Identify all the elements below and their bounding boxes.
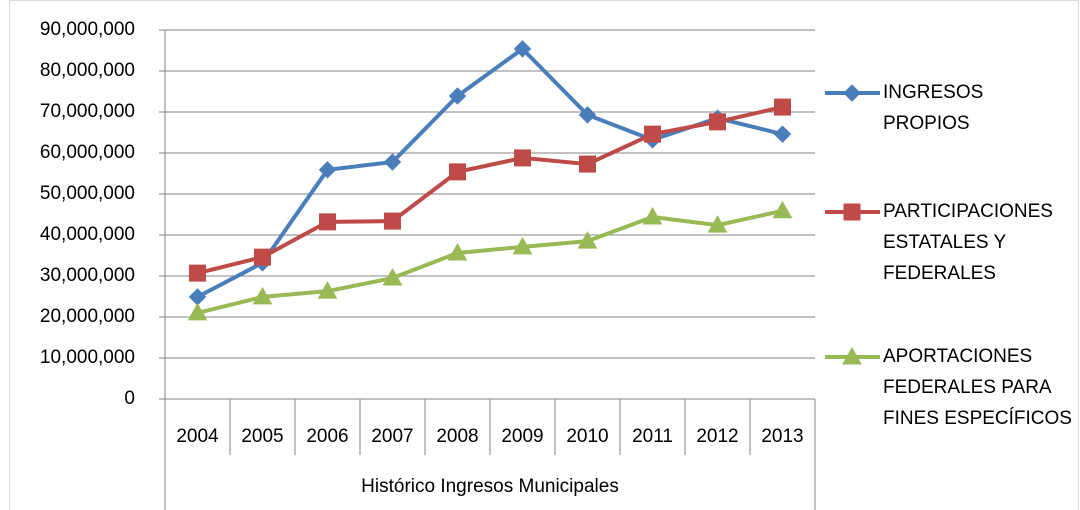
x-tick-label: 2010	[566, 426, 608, 447]
marker	[773, 125, 792, 143]
y-tick-label: 50,000,000	[40, 183, 135, 204]
marker	[707, 215, 728, 233]
y-tick-label: 30,000,000	[40, 265, 135, 286]
marker	[449, 163, 466, 181]
marker	[382, 268, 403, 286]
y-tick-label: 20,000,000	[40, 306, 135, 327]
marker	[383, 153, 402, 171]
marker	[577, 231, 598, 249]
y-tick-label: 80,000,000	[40, 60, 135, 81]
marker	[254, 248, 271, 266]
x-tick-label: 2012	[696, 426, 738, 447]
marker	[318, 161, 337, 179]
x-tick-label: 2007	[371, 426, 413, 447]
series-line	[196, 46, 783, 299]
x-tick-label: 2004	[176, 426, 219, 447]
x-tick-label: 2011	[632, 426, 673, 447]
marker	[578, 106, 597, 124]
marker	[774, 98, 791, 116]
marker	[189, 264, 206, 282]
marker	[319, 213, 336, 231]
x-axis-title: Histórico Ingresos Municipales	[361, 476, 619, 497]
marker	[384, 212, 401, 230]
y-tick-label: 70,000,000	[40, 101, 135, 122]
legend-label: INGRESOS PROPIOS	[883, 82, 984, 134]
marker	[252, 286, 273, 305]
series-line	[197, 208, 783, 315]
x-tick-label: 2013	[761, 426, 803, 447]
marker	[579, 155, 596, 173]
marker	[709, 113, 726, 131]
marker	[188, 288, 207, 306]
marker	[514, 149, 531, 167]
marker	[843, 203, 861, 221]
marker	[642, 206, 663, 225]
legend-label: PARTICIPACIONES ESTATALES Y FEDERALES	[883, 201, 1053, 284]
marker	[448, 87, 467, 105]
x-tick-label: 2005	[241, 426, 283, 447]
series-line	[197, 105, 783, 276]
y-tick-label: 60,000,000	[40, 142, 135, 163]
legend-label: APORTACIONES FEDERALES PARA FINES ESPECÍ…	[883, 346, 1072, 429]
marker	[842, 346, 862, 365]
marker	[512, 236, 533, 255]
marker	[644, 125, 661, 143]
marker	[187, 302, 208, 321]
marker	[772, 200, 793, 219]
y-tick-label: 10,000,000	[40, 347, 135, 368]
x-tick-label: 2008	[436, 426, 478, 447]
marker	[317, 281, 338, 299]
marker	[513, 40, 532, 58]
x-tick-label: 2006	[306, 426, 348, 447]
y-tick-label: 40,000,000	[40, 224, 135, 245]
marker	[843, 84, 861, 102]
y-tick-label: 90,000,000	[40, 19, 135, 40]
y-tick-label: 0	[124, 388, 135, 409]
x-tick-label: 2009	[501, 426, 543, 447]
chart-border	[9, 0, 1079, 510]
marker	[447, 243, 468, 261]
